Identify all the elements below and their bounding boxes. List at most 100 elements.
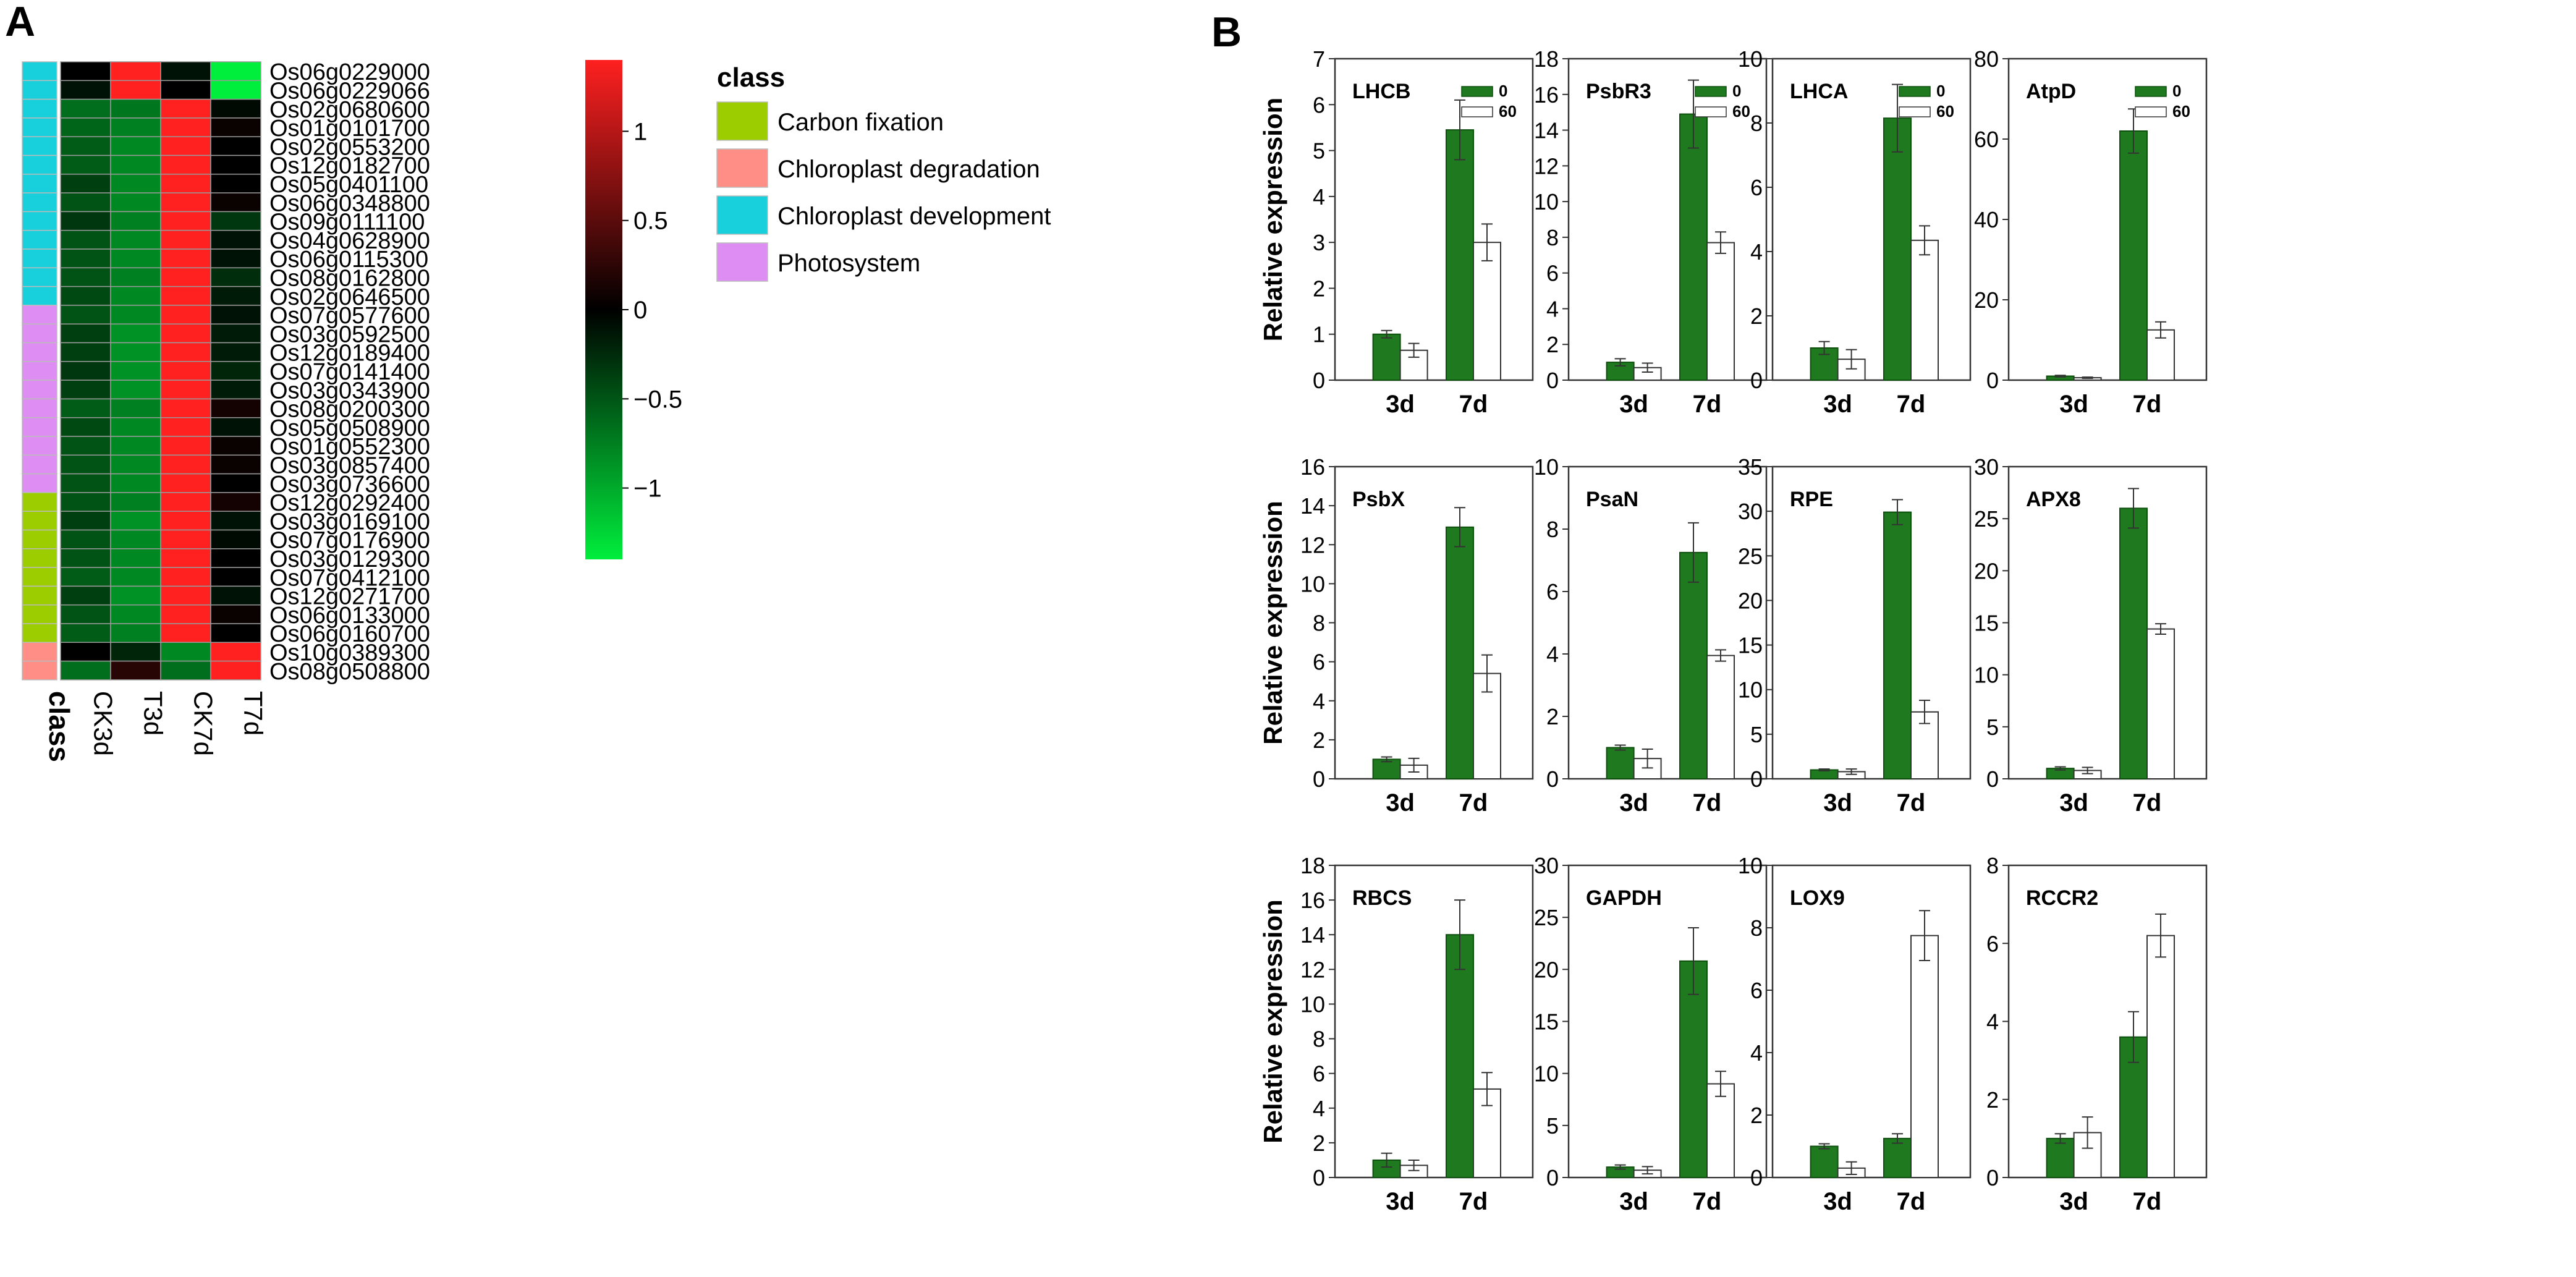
heatmap-cell: [160, 98, 211, 119]
x-tick-label: 7d: [1459, 1188, 1488, 1215]
y-tick-label: 35: [1738, 454, 1763, 480]
heatmap-cell: [160, 305, 211, 325]
gene-label: Os03g0592500: [269, 321, 430, 347]
heatmap-cell: [160, 623, 211, 643]
x-tick-label: 3d: [1823, 1188, 1852, 1215]
heatmap-cell: [60, 117, 111, 137]
x-tick-label: 3d: [1386, 789, 1415, 817]
legend-label-60: 60: [2172, 102, 2190, 121]
y-tick-label: 30: [1738, 499, 1763, 524]
class-cell: [22, 380, 57, 400]
heatmap-cell: [210, 604, 261, 624]
heatmap-cell: [60, 155, 111, 175]
heatmap-cell: [160, 398, 211, 418]
heatmap-cell: [110, 61, 161, 82]
class-cell: [22, 267, 57, 287]
y-tick-label: 0: [1313, 1165, 1325, 1190]
y-tick-label: 10: [1738, 677, 1763, 703]
colorbar: [585, 60, 622, 559]
x-tick-label: 3d: [1386, 391, 1415, 418]
subplot-title: RBCS: [1352, 886, 1412, 910]
heatmap-cell: [60, 342, 111, 362]
x-tick-label: 7d: [2133, 391, 2162, 418]
gene-label: Os01g0552300: [269, 434, 430, 460]
gene-label: Os07g0412100: [269, 565, 430, 591]
y-axis-label: Relative expression: [1258, 501, 1287, 745]
class-cell: [22, 136, 57, 156]
heatmap-cell: [110, 323, 161, 344]
column-label: T7d: [239, 691, 268, 736]
heatmap-cell: [210, 361, 261, 381]
class-cell: [22, 286, 57, 306]
heatmap-cell: [60, 323, 111, 344]
heatmap-cell: [60, 548, 111, 568]
subplot-title: LHCA: [1790, 80, 1848, 103]
heatmap-cell: [60, 136, 111, 156]
heatmap-cell: [60, 174, 111, 193]
heatmap-cell: [160, 642, 211, 662]
heatmap-cell: [160, 436, 211, 456]
y-tick-label: 18: [1300, 853, 1325, 878]
y-tick-label: 14: [1300, 493, 1325, 519]
x-tick-label: 3d: [2059, 1188, 2088, 1215]
plot-frame: [1334, 57, 1534, 381]
legend-swatch-0: [2135, 86, 2167, 97]
bar-0-3d: [1810, 1145, 1839, 1178]
gene-label: Os12g0271700: [269, 584, 430, 610]
y-tick-label: 8: [1750, 915, 1763, 941]
gene-label: Os12g0182700: [269, 153, 430, 179]
class-cell: [22, 548, 57, 568]
class-cell: [22, 604, 57, 624]
y-tick-label: 0: [1986, 1165, 1999, 1190]
y-tick-label: 25: [1534, 905, 1559, 930]
y-tick-label: 4: [1313, 689, 1325, 714]
heatmap-cell: [160, 454, 211, 475]
heatmap-cell: [110, 642, 161, 662]
y-tick-label: 10: [1738, 853, 1763, 878]
heatmap-cell: [110, 398, 161, 418]
subplot-title: RPE: [1790, 488, 1833, 511]
plot-frame: [1567, 57, 1768, 381]
heatmap-cell: [110, 567, 161, 587]
colorbar-tick-label: 1: [633, 118, 647, 145]
heatmap-cell: [210, 305, 261, 325]
y-tick-label: 2: [1313, 276, 1325, 301]
bar-0-7d: [2119, 130, 2148, 381]
heatmap-cell: [160, 548, 211, 568]
heatmap-cell: [160, 342, 211, 362]
heatmap-cell: [210, 229, 261, 250]
heatmap-cell: [110, 473, 161, 493]
y-tick-label: 5: [1546, 1113, 1559, 1139]
gene-label: Os05g0508900: [269, 415, 430, 441]
y-tick-label: 10: [1738, 46, 1763, 72]
x-tick-label: 3d: [1619, 1188, 1648, 1215]
class-cell: [22, 80, 57, 100]
heatmap-cell: [60, 192, 111, 213]
heatmap-cell: [160, 585, 211, 606]
heatmap-cell: [160, 286, 211, 306]
heatmap-cell: [160, 155, 211, 175]
subplot-lhca: 0 2 4 6 8 10 3d 7d LHCA 0 60: [1738, 46, 1972, 418]
heatmap-cell: [60, 604, 111, 624]
y-tick-label: 6: [1986, 931, 1999, 956]
y-tick-label: 16: [1300, 454, 1325, 480]
heatmap-cell: [210, 98, 261, 119]
y-tick-label: 0: [1750, 1165, 1763, 1190]
heatmap-cell: [110, 623, 161, 643]
panel-b-label: B: [1211, 9, 1242, 56]
y-axis-label: Relative expression: [1258, 899, 1287, 1143]
y-tick-label: 12: [1300, 532, 1325, 558]
gene-label: Os02g0553200: [269, 134, 430, 160]
plot-frame: [1771, 465, 1972, 780]
heatmap-cell: [60, 473, 111, 493]
y-tick-label: 6: [1313, 92, 1325, 117]
heatmap-cell: [60, 436, 111, 456]
heatmap-cell: [110, 192, 161, 213]
y-tick-label: 40: [1974, 207, 1999, 232]
gene-label: Os03g0857400: [269, 452, 430, 478]
class-cell: [22, 398, 57, 418]
heatmap-cell: [110, 585, 161, 606]
heatmap-cell: [210, 567, 261, 587]
class-cell: [22, 155, 57, 175]
